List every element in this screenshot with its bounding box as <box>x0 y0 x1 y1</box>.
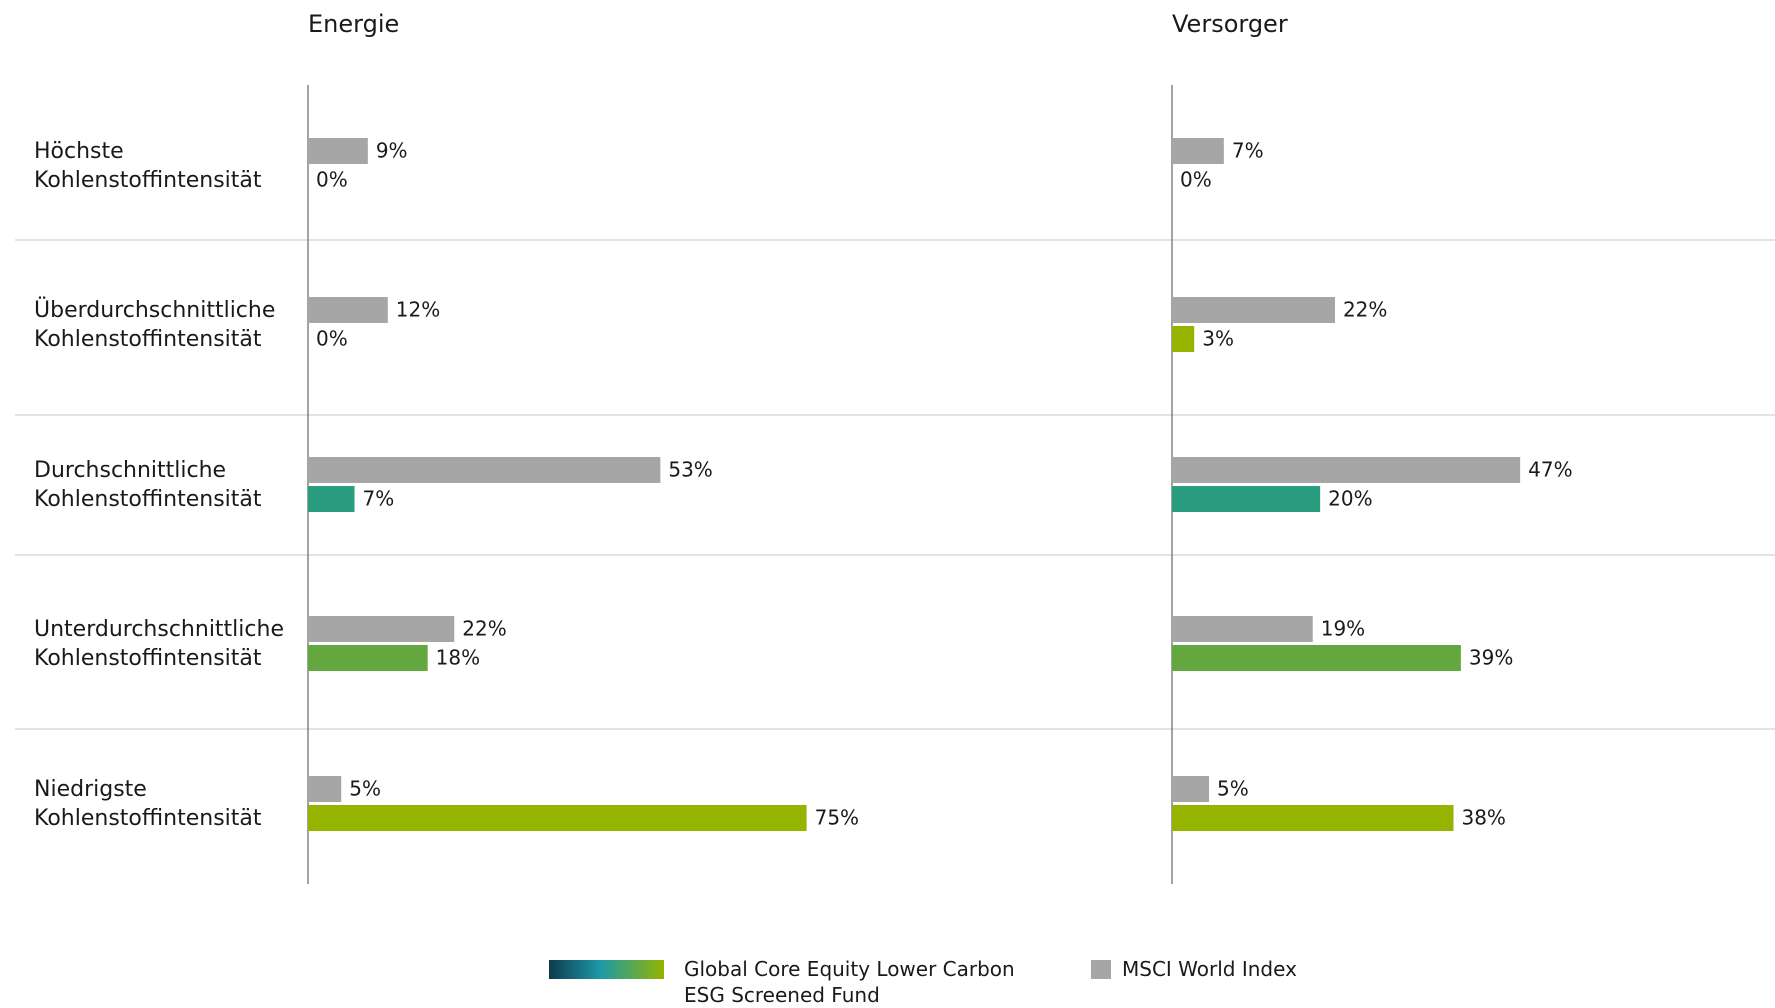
value-label: 5% <box>349 777 381 801</box>
legend-label: MSCI World Index <box>1122 957 1297 981</box>
value-label: 18% <box>436 646 480 670</box>
value-label: 12% <box>396 298 440 322</box>
value-label: 7% <box>1232 139 1264 163</box>
value-label: 0% <box>1180 168 1212 192</box>
bar-fund <box>1172 645 1461 671</box>
value-label: 0% <box>316 168 348 192</box>
bar-fund <box>1172 486 1321 512</box>
legend-label: Global Core Equity Lower Carbon ESG Scre… <box>684 957 1015 1007</box>
bar-msci <box>308 616 455 642</box>
row-label: Höchste Kohlenstoffintensität <box>34 139 262 193</box>
bar-fund <box>308 486 355 512</box>
value-label: 19% <box>1321 617 1365 641</box>
value-label: 20% <box>1328 487 1372 511</box>
panel-title: Versorger <box>1172 10 1288 38</box>
bar-fund <box>1172 805 1454 831</box>
value-label: 0% <box>316 327 348 351</box>
bar-msci <box>308 776 342 802</box>
value-label: 7% <box>363 487 395 511</box>
bar-msci <box>308 457 661 483</box>
value-label: 9% <box>376 139 408 163</box>
bar-msci <box>1172 616 1313 642</box>
bar-msci <box>1172 297 1335 323</box>
value-label: 22% <box>462 617 506 641</box>
bar-msci <box>308 138 368 164</box>
value-label: 47% <box>1528 458 1572 482</box>
legend-swatch-fund <box>549 960 664 979</box>
value-label: 38% <box>1461 806 1505 830</box>
value-label: 39% <box>1469 646 1513 670</box>
bar-fund <box>308 645 428 671</box>
row-label: Überdurchschnittliche Kohlenstoffintensi… <box>34 298 276 352</box>
bar-msci <box>1172 138 1224 164</box>
value-label: 53% <box>668 458 712 482</box>
legend-swatch <box>1091 960 1111 979</box>
panel-title: Energie <box>308 10 399 38</box>
value-label: 75% <box>815 806 859 830</box>
value-label: 3% <box>1202 327 1234 351</box>
row-label: Niedrigste Kohlenstoffintensität <box>34 777 262 831</box>
bar-fund <box>1172 326 1195 352</box>
bar-fund <box>308 805 807 831</box>
row-label: Durchschnittliche Kohlenstoffintensität <box>34 458 262 512</box>
value-label: 5% <box>1217 777 1249 801</box>
value-label: 22% <box>1343 298 1387 322</box>
bar-msci <box>1172 457 1521 483</box>
bar-msci <box>1172 776 1210 802</box>
row-label: Unterdurchschnittliche Kohlenstoffintens… <box>34 617 284 671</box>
bar-msci <box>308 297 388 323</box>
